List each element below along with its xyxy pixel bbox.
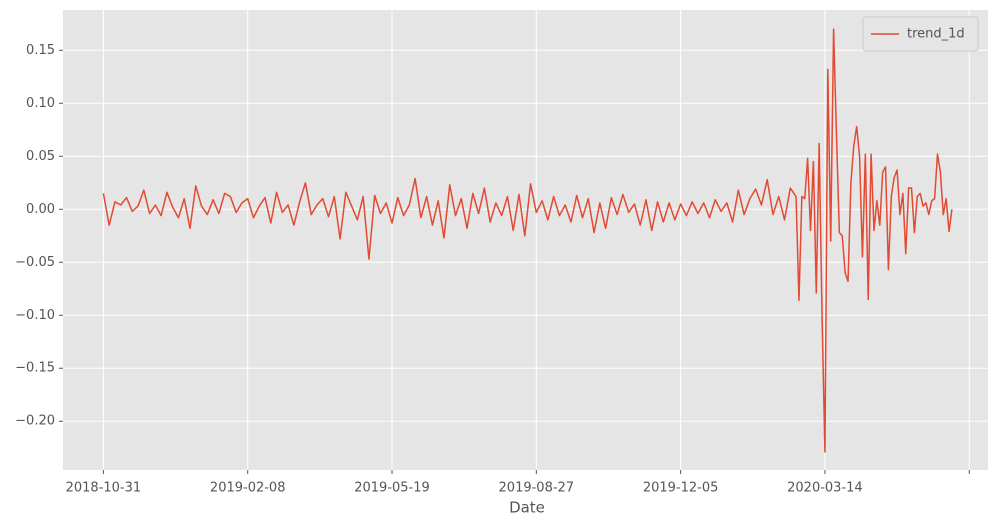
legend-box bbox=[862, 16, 979, 52]
marks bbox=[102, 28, 953, 453]
x-tick-label: 2019-05-19 bbox=[354, 481, 430, 496]
x-tick-label: 2018-10-31 bbox=[66, 481, 142, 496]
legend: trend_1d bbox=[862, 16, 979, 52]
data-line bbox=[102, 28, 953, 453]
y-tick-label: −0.20 bbox=[15, 414, 55, 429]
plot-area bbox=[63, 10, 988, 470]
y-tick-label: −0.05 bbox=[15, 255, 55, 270]
x-tick-label: 2019-12-05 bbox=[643, 481, 719, 496]
y-tick-label: 0.10 bbox=[26, 96, 55, 111]
y-tick-label: −0.15 bbox=[15, 361, 55, 376]
y-tick-label: 0.15 bbox=[26, 43, 55, 58]
grid bbox=[59, 10, 988, 474]
legend-label: trend_1d bbox=[907, 27, 965, 42]
x-tick-label: 2019-02-08 bbox=[210, 481, 286, 496]
x-axis-label: Date bbox=[509, 499, 545, 517]
y-tick-label: 0.00 bbox=[26, 202, 55, 217]
y-tick-label: −0.10 bbox=[15, 308, 55, 323]
x-tick-label: 2020-03-14 bbox=[787, 481, 863, 496]
x-tick-label: 2019-08-27 bbox=[499, 481, 575, 496]
y-tick-label: 0.05 bbox=[26, 149, 55, 164]
